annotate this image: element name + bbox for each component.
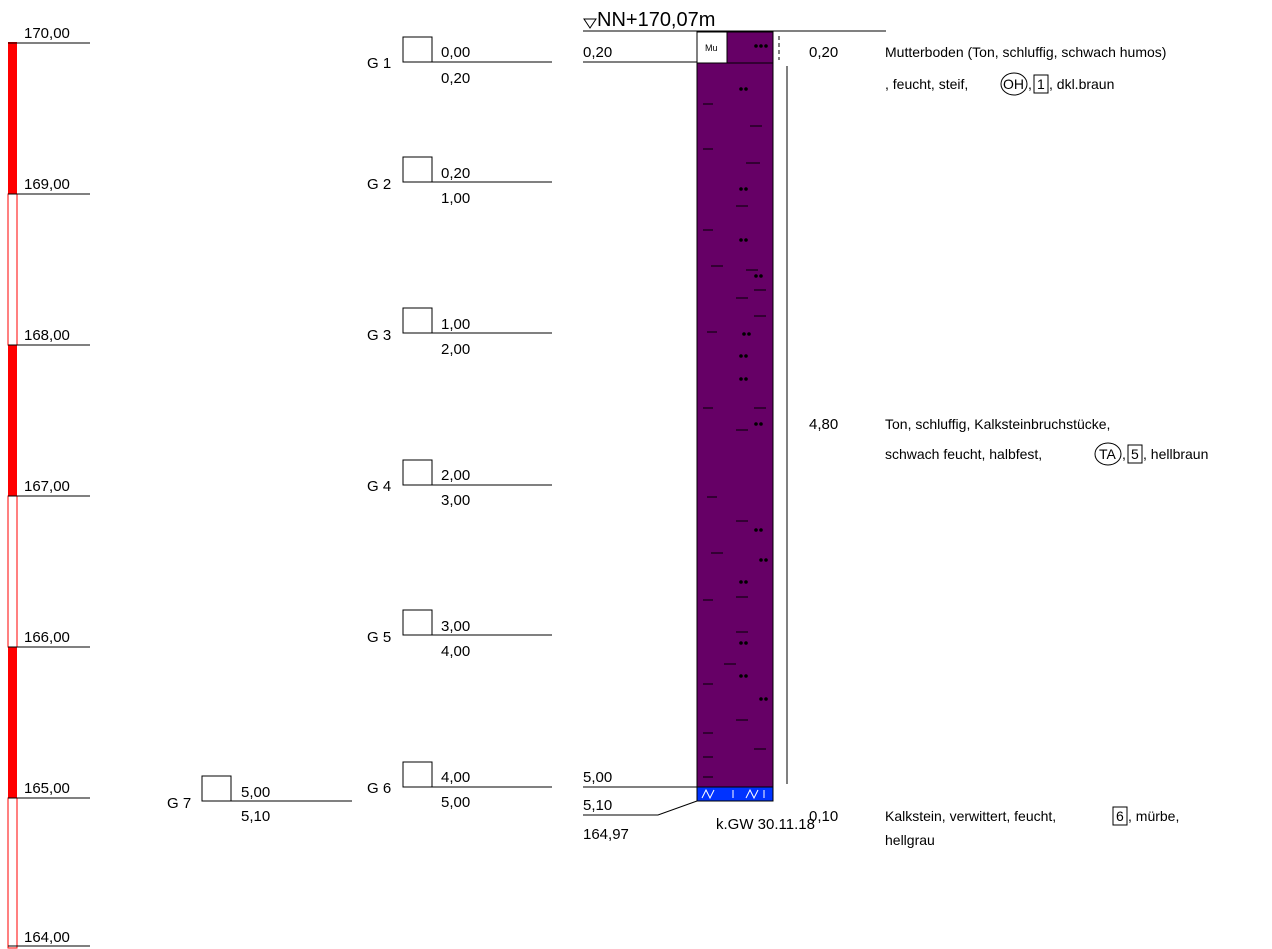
thickness-bars: 0,20 4,80 0,10 [778, 36, 838, 825]
scale-bar-segment [8, 647, 17, 798]
layer-description-3: Kalkstein, verwittert, feucht, 6 , mürbe… [885, 806, 1179, 848]
depth-label: 0,20 [583, 44, 612, 61]
soil-group-circle [1000, 72, 1028, 96]
sample-bottom-depth: 3,00 [441, 492, 470, 509]
description-line-suffix: , hellbraun [1143, 446, 1208, 462]
sample-bottom-depth: 1,00 [441, 190, 470, 207]
sample-id: G 6 [367, 780, 391, 797]
sample-marker-g3: G 3 1,00 2,00 [367, 307, 552, 358]
description-line: Mutterboden (Ton, schluffig, schwach hum… [885, 44, 1166, 60]
description-line-prefix: , feucht, steif, [885, 76, 968, 92]
separator-comma: , [1122, 446, 1126, 462]
sample-marker-g2: G 2 0,20 1,00 [367, 156, 552, 207]
sample-top-depth: 1,00 [441, 316, 470, 333]
scale-tick-label: 166,00 [24, 629, 70, 646]
sample-id: G 2 [367, 176, 391, 193]
sample-box [201, 775, 232, 802]
scale-bar-segment [8, 42, 17, 194]
sample-top-depth: 2,00 [441, 467, 470, 484]
class-number-box [1033, 74, 1049, 94]
sample-box [402, 156, 433, 183]
limestone-pattern [701, 788, 765, 800]
depth-label: 5,10 [583, 797, 612, 814]
sample-box [402, 761, 433, 788]
soil-group-circle [1094, 442, 1122, 466]
depth-leader [583, 800, 698, 816]
sample-marker-g7: G 7 5,00 5,10 [167, 775, 352, 825]
datum-triangle-icon [583, 18, 597, 29]
description-line-prefix: schwach feucht, halbfest, [885, 446, 1042, 462]
sample-id: G 7 [167, 795, 191, 812]
sample-bottom-depth: 0,20 [441, 70, 470, 87]
sample-box [402, 307, 433, 334]
datum-label: NN+170,07m [597, 9, 715, 31]
sample-top-depth: 5,00 [241, 784, 270, 801]
description-line: hellgrau [885, 832, 935, 848]
scale-tick-label: 168,00 [24, 327, 70, 344]
sample-box [402, 609, 433, 636]
clay-stone-dots [739, 44, 768, 701]
borehole-column: Mu [583, 31, 815, 843]
layer-topsoil [696, 31, 728, 64]
scale-tick-label: 169,00 [24, 176, 70, 193]
soil-group-label: TA [1099, 446, 1117, 462]
thickness-label: 4,80 [809, 416, 838, 433]
soil-group-label: OH [1003, 76, 1024, 92]
sample-id: G 4 [367, 478, 391, 495]
class-number-label: 1 [1037, 76, 1045, 92]
groundwater-note: k.GW 30.11.18 [716, 816, 815, 833]
description-line: Ton, schluffig, Kalksteinbruchstücke, [885, 416, 1110, 432]
class-number-box [1112, 806, 1128, 826]
layer-description-1: Mutterboden (Ton, schluffig, schwach hum… [885, 44, 1166, 96]
sample-marker-g4: G 4 2,00 3,00 [367, 459, 552, 509]
sample-box [402, 36, 433, 63]
sample-top-depth: 0,00 [441, 44, 470, 61]
final-elevation: 164,97 [583, 826, 629, 843]
description-line-suffix: , mürbe, [1128, 808, 1179, 824]
clay-hatching [703, 103, 766, 778]
sample-id: G 1 [367, 55, 391, 72]
sample-marker-g6: G 6 4,00 5,00 [367, 761, 552, 811]
sample-box [402, 459, 433, 486]
sample-bottom-depth: 5,10 [241, 808, 270, 825]
scale-bar-segment [7, 797, 18, 949]
class-number-label: 6 [1116, 808, 1124, 824]
scale-bar-segment [7, 193, 18, 346]
thickness-label: 0,20 [809, 44, 838, 61]
sample-id: G 5 [367, 629, 391, 646]
separator-comma: , [1028, 76, 1032, 92]
scale-bar-segment [8, 345, 17, 496]
scale-tick-label: 164,00 [24, 929, 70, 946]
sample-marker-g1: G 1 0,00 0,20 [367, 36, 552, 87]
elevation-scale: 170,00 169,00 168,00 167,00 166,00 165,0… [7, 25, 90, 949]
sample-id: G 3 [367, 327, 391, 344]
scale-bar-segment [7, 495, 18, 648]
description-line-prefix: Kalkstein, verwittert, feucht, [885, 808, 1056, 824]
sample-marker-g5: G 5 3,00 4,00 [367, 609, 552, 660]
sample-top-depth: 3,00 [441, 618, 470, 635]
thickness-label: 0,10 [809, 808, 838, 825]
sample-top-depth: 0,20 [441, 165, 470, 182]
datum-header: NN+170,07m [583, 9, 886, 32]
sample-bottom-depth: 5,00 [441, 794, 470, 811]
sample-bottom-depth: 2,00 [441, 341, 470, 358]
topsoil-symbol: Mu [705, 43, 718, 53]
depth-label: 5,00 [583, 769, 612, 786]
description-line-suffix: , dkl.braun [1049, 76, 1114, 92]
class-number-box [1127, 444, 1143, 464]
layer-description-2: Ton, schluffig, Kalksteinbruchstücke, sc… [885, 416, 1208, 466]
scale-tick-label: 170,00 [24, 25, 70, 42]
sample-top-depth: 4,00 [441, 769, 470, 786]
sample-bottom-depth: 4,00 [441, 643, 470, 660]
scale-tick-label: 167,00 [24, 478, 70, 495]
class-number-label: 5 [1131, 446, 1139, 462]
scale-tick-label: 165,00 [24, 780, 70, 797]
